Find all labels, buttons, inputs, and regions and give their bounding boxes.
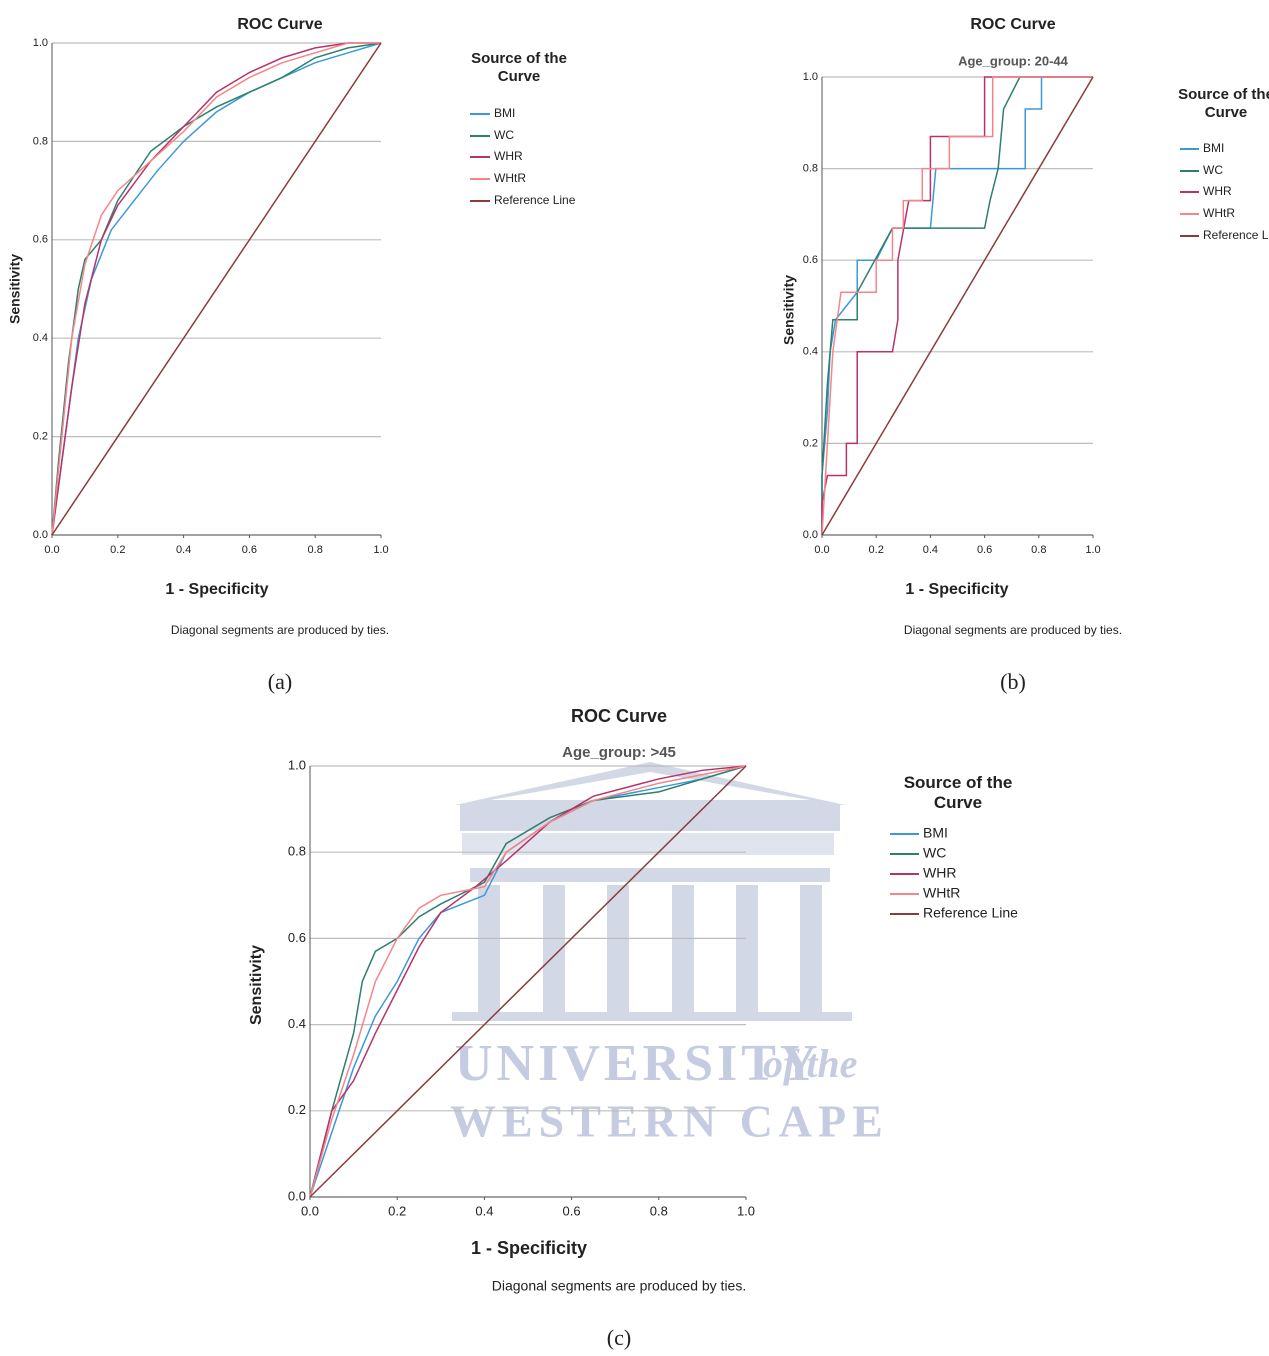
legend-title: Source of the Curve: [1166, 86, 1269, 122]
legend-label: BMI: [1203, 141, 1224, 155]
y-tick-label: 0.4: [288, 1016, 306, 1031]
watermark-text: of the: [763, 1041, 857, 1086]
y-tick-label: 0.6: [288, 930, 306, 945]
legend-label: Reference Line: [923, 905, 1018, 921]
x-tick-label: 0.8: [1031, 544, 1046, 556]
canvas: ROC Curve 0.0 0.2 0.4 0.6 0.8 1.0 0.0 0.2 0.4 0.6 0…: [0, 0, 1269, 1356]
x-tick-label: 0.4: [923, 544, 938, 556]
legend-label: WC: [923, 845, 946, 861]
y-tick-label: 0.4: [33, 332, 48, 344]
legend-title: Source of the Curve: [878, 773, 1038, 814]
x-tick-label: 0.6: [563, 1203, 581, 1218]
y-tick-label: 1.0: [288, 757, 306, 772]
y-tick-label: 0.0: [33, 529, 48, 541]
watermark-building: [452, 762, 852, 1021]
y-tick-label: 0.0: [288, 1188, 306, 1203]
y-tick-label: 0.4: [803, 346, 818, 358]
x-tick-label: 1.0: [373, 544, 388, 556]
legend-label: WHtR: [1203, 206, 1235, 220]
x-axis-label: 1 - Specificity: [165, 581, 268, 598]
x-tick-label: 1.0: [1085, 544, 1100, 556]
x-axis-label: 1 - Specificity: [905, 581, 1008, 598]
legend-label: Reference Line: [1203, 228, 1269, 242]
panel-label: (a): [268, 669, 292, 694]
x-tick-label: 0.0: [44, 544, 59, 556]
y-tick-label: 1.0: [33, 37, 48, 49]
y-axis-label: Sensitivity: [781, 275, 797, 345]
chart-subtitle: Age_group: >45: [562, 744, 676, 761]
legend-label: WHtR: [923, 885, 960, 901]
x-tick-label: 0.6: [977, 544, 992, 556]
y-axis-label: Sensitivity: [7, 254, 23, 324]
x-tick-label: 0.6: [242, 544, 257, 556]
legend-label: WC: [1203, 163, 1223, 177]
y-tick-label: 0.2: [803, 437, 818, 449]
roc-line: [822, 77, 1093, 535]
legend-label: Reference Line: [494, 193, 576, 207]
y-tick-label: 0.2: [288, 1102, 306, 1117]
roc-line: [52, 43, 381, 535]
y-tick-label: 0.8: [288, 844, 306, 859]
x-tick-label: 0.4: [475, 1203, 493, 1218]
x-tick-label: 0.2: [110, 544, 125, 556]
legend-label: WHR: [494, 149, 523, 163]
legend-label: WC: [494, 128, 514, 142]
figure: ROC Curve 0.0 0.2 0.4 0.6 0.8 1.0 0.0 0.2 0.4 0.6 0…: [0, 0, 1269, 1356]
legend-label: WHR: [1203, 184, 1232, 198]
x-tick-label: 0.0: [814, 544, 829, 556]
y-axis-label: Sensitivity: [248, 945, 265, 1025]
chart-title: ROC Curve: [970, 16, 1055, 33]
legend-title: Source of the Curve: [459, 50, 579, 86]
y-tick-label: 0.8: [803, 163, 818, 175]
watermark-text: WESTERN CAPE: [450, 1096, 889, 1147]
x-tick-label: 0.0: [301, 1203, 319, 1218]
legend-label: WHtR: [494, 171, 526, 185]
y-tick-label: 0.6: [803, 254, 818, 266]
footnote: Diagonal segments are produced by ties.: [171, 623, 389, 637]
panel-label: (b): [1000, 669, 1026, 694]
footnote: Diagonal segments are produced by ties.: [904, 623, 1122, 637]
y-tick-label: 0.0: [803, 529, 818, 541]
x-tick-label: 0.4: [176, 544, 191, 556]
legend-label: WHR: [923, 865, 956, 881]
x-tick-label: 0.2: [869, 544, 884, 556]
x-axis-label: 1 - Specificity: [471, 1238, 587, 1258]
y-tick-label: 1.0: [803, 71, 818, 83]
y-tick-label: 0.2: [33, 431, 48, 443]
chart-title: ROC Curve: [237, 16, 322, 33]
chart-title: ROC Curve: [571, 706, 667, 726]
y-tick-label: 0.8: [33, 135, 48, 147]
chart-subtitle: Age_group: 20-44: [958, 53, 1069, 68]
legend-label: BMI: [494, 106, 515, 120]
panel-label: (c): [607, 1325, 631, 1350]
y-tick-label: 0.6: [33, 234, 48, 246]
x-tick-label: 0.8: [308, 544, 323, 556]
x-tick-label: 0.2: [388, 1203, 406, 1218]
x-tick-label: 1.0: [737, 1203, 755, 1218]
x-tick-label: 0.8: [650, 1203, 668, 1218]
legend-label: BMI: [923, 825, 948, 841]
footnote: Diagonal segments are produced by ties.: [492, 1278, 746, 1294]
